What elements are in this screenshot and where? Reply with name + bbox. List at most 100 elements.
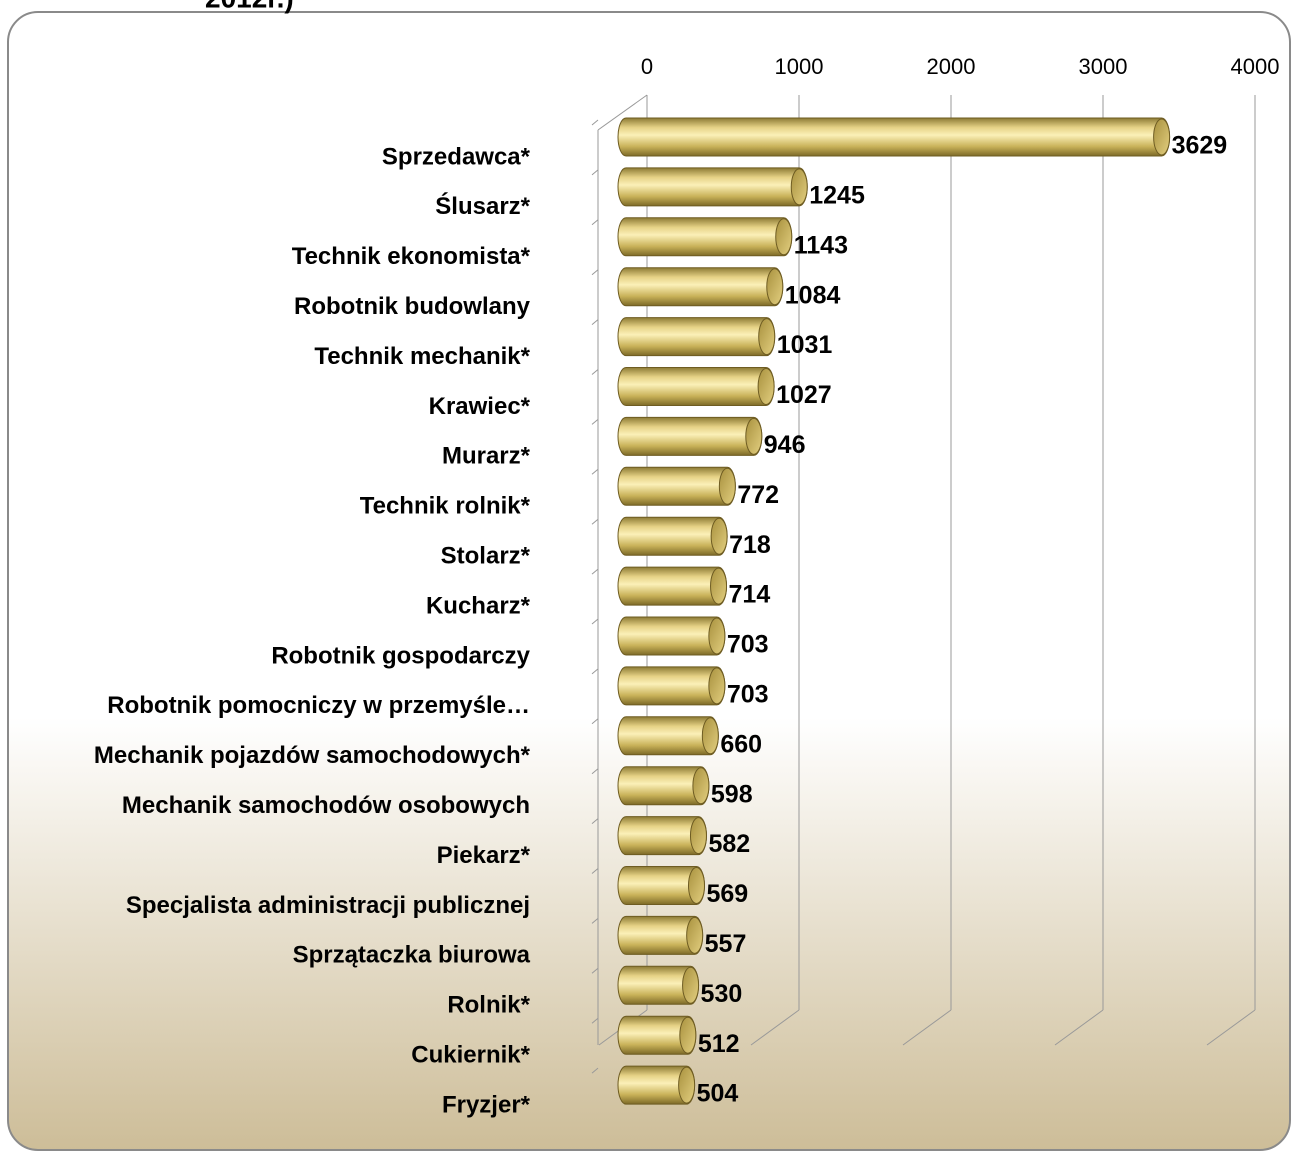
value-label: 772 — [737, 481, 779, 509]
chart-title: 2012r.) — [205, 0, 294, 13]
bar-cap — [758, 318, 776, 356]
bar — [617, 167, 808, 207]
bar-cap — [710, 517, 728, 555]
y-tick — [591, 518, 599, 525]
value-label: 714 — [729, 581, 771, 609]
bar-cap — [708, 667, 726, 705]
grid-line — [750, 1009, 800, 1046]
y-tick — [591, 818, 599, 824]
value-label: 569 — [706, 880, 748, 908]
value-label: 557 — [705, 930, 747, 958]
bar-cap — [757, 368, 775, 405]
value-label: 946 — [764, 431, 806, 459]
y-tick — [591, 169, 599, 176]
bar-cap — [745, 417, 763, 455]
bar — [617, 416, 763, 456]
bar-cap — [682, 966, 700, 1004]
y-tick-label: Murarz* — [442, 443, 531, 470]
bar — [617, 117, 1171, 157]
y-tick — [591, 868, 599, 874]
value-label: 1031 — [777, 331, 833, 359]
y-tick — [591, 1067, 599, 1074]
y-tick — [591, 119, 599, 126]
value-label: 512 — [698, 1030, 740, 1058]
y-tick-label: Ślusarz* — [435, 192, 530, 220]
y-tick-label: Mechanik pojazdów samochodowych* — [94, 742, 531, 769]
y-tick — [591, 918, 599, 924]
bar-cap — [766, 268, 784, 306]
value-label: 582 — [708, 830, 750, 858]
y-tick-label: Krawiec* — [429, 393, 531, 420]
y-tick-label: Technik rolnik* — [360, 493, 531, 520]
y-tick-label: Stolarz* — [441, 543, 531, 570]
value-label: 1245 — [809, 182, 865, 210]
grid-line — [1206, 1009, 1256, 1046]
bar-cap — [692, 767, 710, 805]
bar-cap — [790, 168, 808, 206]
bar — [617, 466, 736, 506]
y-tick-label: Rolnik* — [447, 992, 530, 1019]
value-label: 718 — [729, 531, 771, 559]
x-tick-label: 3000 — [1079, 54, 1128, 79]
y-tick-label: Robotnik budowlany — [294, 293, 531, 320]
y-tick-label: Robotnik pomocniczy w przemyśle… — [107, 692, 530, 719]
y-tick — [591, 319, 599, 325]
bar-cap — [686, 916, 704, 954]
bar-cap — [718, 467, 736, 505]
value-label: 660 — [720, 730, 762, 758]
y-tick-label: Specjalista administracji publicznej — [126, 892, 530, 919]
y-tick-label: Technik ekonomista* — [292, 243, 531, 270]
x-tick-label: 4000 — [1231, 54, 1280, 79]
bar — [617, 217, 793, 257]
value-label: 3629 — [1172, 132, 1228, 160]
y-tick — [591, 668, 599, 675]
y-tick-label: Cukiernik* — [411, 1042, 530, 1069]
bar-cap — [689, 817, 707, 855]
x-tick-label: 2000 — [927, 54, 976, 79]
y-tick-label: Sprzątaczka biurowa — [293, 942, 531, 969]
value-label: 504 — [697, 1080, 739, 1108]
y-tick — [591, 269, 599, 276]
grid-line — [902, 1009, 952, 1046]
value-label: 530 — [701, 980, 743, 1008]
y-tick — [591, 768, 599, 775]
bar-cap — [701, 717, 719, 755]
y-tick-label: Piekarz* — [437, 842, 531, 869]
bar — [617, 317, 776, 357]
bar-cap — [1153, 118, 1171, 156]
y-tick — [591, 219, 599, 226]
bar-cap — [708, 617, 726, 655]
bar-cap — [678, 1066, 696, 1104]
y-tick — [591, 618, 599, 625]
y-tick — [591, 1017, 599, 1024]
value-label: 703 — [727, 681, 769, 709]
y-tick — [591, 568, 599, 575]
value-label: 1084 — [785, 281, 841, 309]
y-tick — [591, 967, 599, 974]
value-label: 703 — [727, 631, 769, 659]
value-label: 1027 — [776, 381, 832, 409]
x-tick-label: 1000 — [775, 54, 824, 79]
x-tick-label: 0 — [641, 54, 653, 79]
y-tick — [591, 718, 599, 725]
y-tick — [591, 468, 599, 475]
bar-cap — [775, 218, 793, 256]
y-tick-label: Kucharz* — [426, 592, 531, 619]
value-label: 1143 — [794, 231, 848, 259]
bar-cap — [687, 867, 705, 904]
value-label: 598 — [711, 780, 753, 808]
grid-line — [1054, 1009, 1104, 1046]
y-tick-label: Technik mechanik* — [314, 343, 530, 370]
y-tick — [591, 419, 599, 425]
bar — [617, 267, 784, 307]
bar-cap — [710, 567, 728, 605]
y-tick-label: Robotnik gospodarczy — [271, 642, 530, 669]
axis-edge — [597, 94, 648, 131]
y-tick-label: Sprzedawca* — [382, 143, 531, 170]
y-tick-label: Mechanik samochodów osobowych — [122, 792, 530, 819]
y-tick-label: Fryzjer* — [442, 1091, 531, 1118]
bar — [617, 367, 775, 406]
y-tick — [591, 369, 599, 375]
